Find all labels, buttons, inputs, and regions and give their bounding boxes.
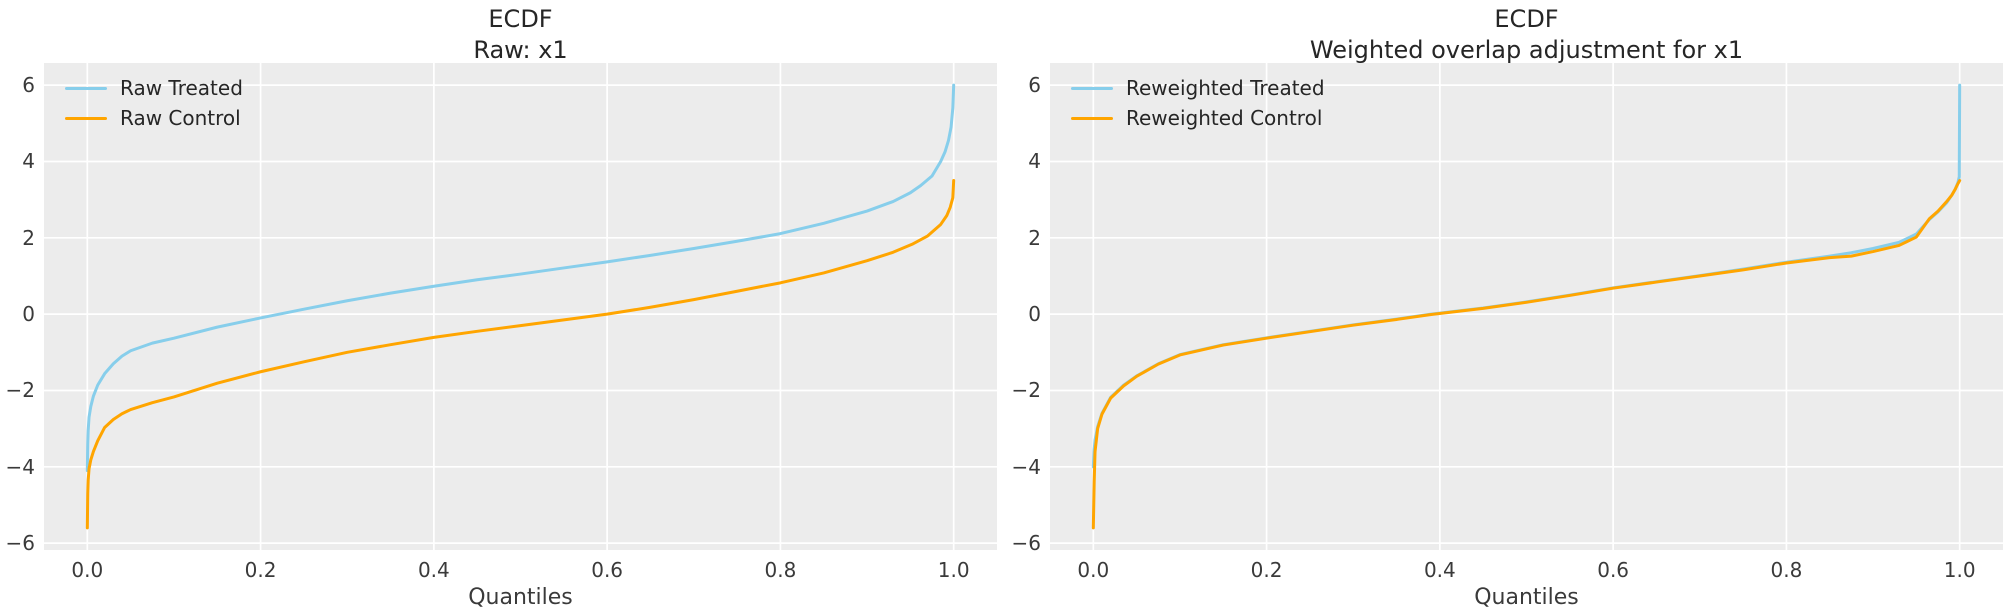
x-axis-label: Quantiles <box>468 585 573 610</box>
y-tick-label: 4 <box>1028 149 1041 174</box>
y-tick-label: −6 <box>5 531 35 556</box>
x-tick-label: 0.2 <box>1250 558 1283 582</box>
chart-title-line2: Raw: x1 <box>473 36 568 64</box>
y-tick-label: −6 <box>1011 531 1041 556</box>
x-tick-label: 0.0 <box>71 558 104 582</box>
legend-item-raw-control: Raw Control <box>65 103 243 133</box>
y-tick-label: −4 <box>1011 454 1041 479</box>
y-tick-label: 6 <box>22 73 35 98</box>
chart-title: ECDF Raw: x1 <box>44 4 997 66</box>
legend-item-reweighted-control: Reweighted Control <box>1071 103 1325 133</box>
x-tick-label: 1.0 <box>937 558 970 582</box>
legend-line-swatch <box>65 116 107 120</box>
chart-title-line1: ECDF <box>1494 5 1559 33</box>
legend-line-swatch <box>1071 116 1113 120</box>
series-line-reweighted-treated <box>1091 83 1962 469</box>
y-tick-label: −2 <box>1011 378 1041 403</box>
x-tick-label: 0.8 <box>764 558 797 582</box>
chart-title: ECDF Weighted overlap adjustment for x1 <box>1050 4 2003 66</box>
legend-item-raw-treated: Raw Treated <box>65 73 243 103</box>
x-tick-label: 0.6 <box>591 558 624 582</box>
chart-title-line1: ECDF <box>488 5 553 33</box>
series-line-raw-treated <box>85 83 956 473</box>
x-tick-label: 0.0 <box>1077 558 1110 582</box>
x-tick-label: 0.4 <box>1423 558 1456 582</box>
legend-label: Raw Control <box>120 106 241 130</box>
legend: Raw Treated Raw Control <box>65 73 243 133</box>
y-tick-label: 4 <box>22 149 35 174</box>
y-tick-label: 6 <box>1028 73 1041 98</box>
legend-item-reweighted-treated: Reweighted Treated <box>1071 73 1325 103</box>
x-tick-label: 0.4 <box>417 558 450 582</box>
y-tick-label: 0 <box>22 302 35 327</box>
y-tick-label: −2 <box>5 378 35 403</box>
chart-title-line2: Weighted overlap adjustment for x1 <box>1309 36 1744 64</box>
series-line-raw-control <box>85 179 956 530</box>
legend-label: Reweighted Control <box>1126 106 1323 130</box>
series-line-reweighted-control <box>1091 179 1962 530</box>
x-tick-label: 1.0 <box>1943 558 1976 582</box>
plot-area <box>44 63 997 550</box>
legend: Reweighted Treated Reweighted Control <box>1071 73 1325 133</box>
plot-canvas <box>44 63 997 550</box>
legend-line-swatch <box>1071 86 1113 90</box>
legend-label: Raw Treated <box>120 76 243 100</box>
legend-line-swatch <box>65 86 107 90</box>
x-tick-label: 0.8 <box>1770 558 1803 582</box>
x-axis-label: Quantiles <box>1474 585 1579 610</box>
x-tick-label: 0.2 <box>244 558 277 582</box>
plot-area <box>1050 63 2003 550</box>
legend-label: Reweighted Treated <box>1126 76 1325 100</box>
y-tick-label: 0 <box>1028 302 1041 327</box>
y-tick-label: 2 <box>22 225 35 250</box>
y-tick-label: −4 <box>5 454 35 479</box>
x-tick-label: 0.6 <box>1597 558 1630 582</box>
y-tick-label: 2 <box>1028 225 1041 250</box>
plot-canvas <box>1050 63 2003 550</box>
